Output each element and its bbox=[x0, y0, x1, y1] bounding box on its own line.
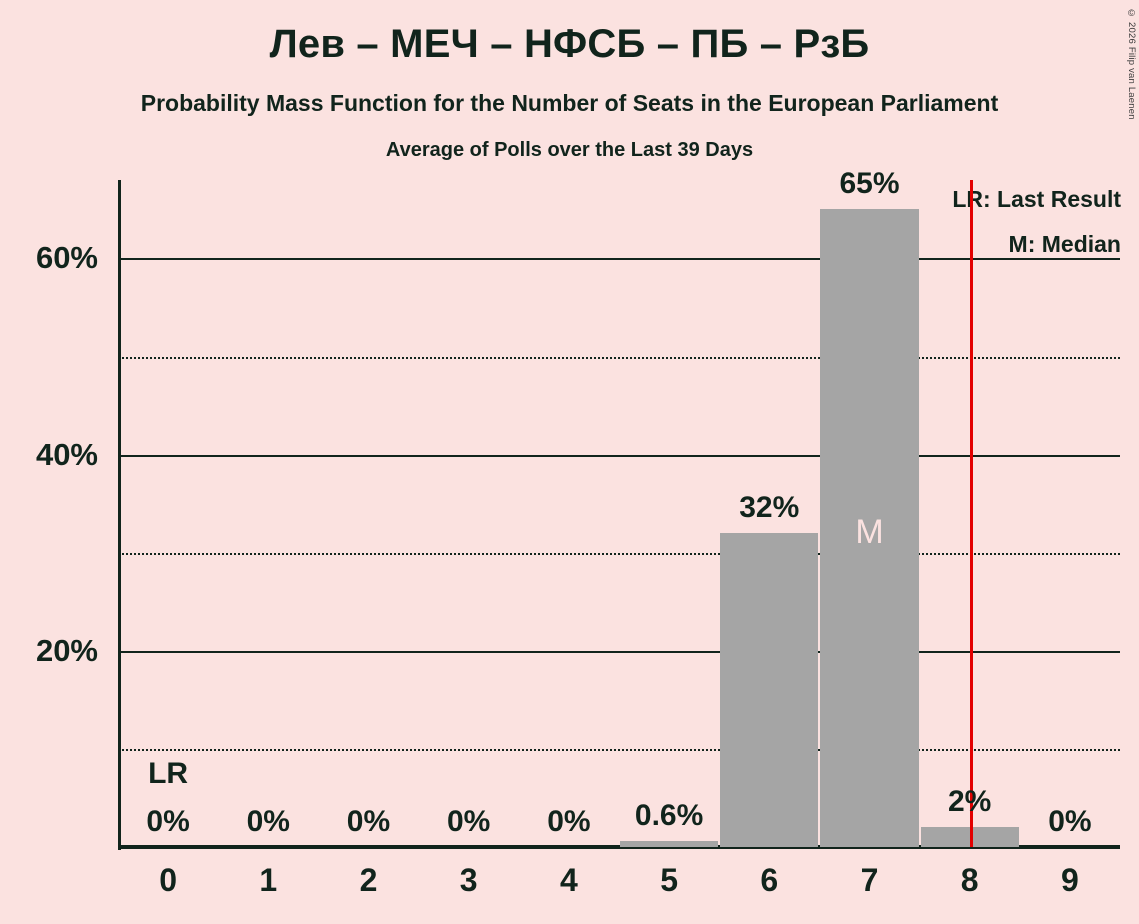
plot-area: M bbox=[118, 180, 1120, 847]
bar-value-label: 0% bbox=[346, 805, 391, 838]
bar-value-label: 0% bbox=[246, 805, 290, 838]
x-axis-tick-label: 5 bbox=[660, 862, 678, 898]
x-axis-tick-label: 6 bbox=[760, 862, 779, 898]
gridline-minor bbox=[118, 748, 1120, 751]
gridline-minor bbox=[118, 552, 1120, 555]
bar-value-label: 65% bbox=[839, 167, 900, 201]
x-axis-tick-label: 0 bbox=[159, 862, 177, 898]
x-axis-tick-label: 4 bbox=[559, 862, 578, 898]
bar bbox=[720, 533, 819, 847]
x-axis-tick-label: 2 bbox=[359, 862, 378, 898]
gridline-minor bbox=[118, 356, 1120, 359]
bar: M bbox=[820, 209, 919, 847]
last-result-marker: LR bbox=[148, 757, 189, 790]
y-axis-line bbox=[118, 180, 121, 850]
x-axis-tick-label: 8 bbox=[960, 862, 979, 898]
bar bbox=[620, 841, 719, 847]
x-axis-tick-label: 1 bbox=[259, 862, 278, 898]
bar-value-label: 0% bbox=[1048, 805, 1092, 838]
gridline-major bbox=[118, 258, 1120, 261]
x-axis-tick-label: 9 bbox=[1060, 862, 1079, 898]
y-axis-tick-label: 40% bbox=[35, 436, 98, 472]
copyright-notice: © 2026 Filip van Laenen bbox=[1126, 8, 1137, 120]
last-result-line bbox=[969, 180, 973, 847]
bar-value-label: 2% bbox=[948, 785, 992, 819]
bar-value-label: 0.6% bbox=[634, 799, 704, 833]
gridline-major bbox=[118, 454, 1120, 457]
y-axis-tick-label: 60% bbox=[35, 240, 98, 276]
median-marker: M bbox=[855, 513, 884, 552]
legend-last-result: LR: Last Result bbox=[952, 186, 1121, 212]
bar-value-label: 0% bbox=[447, 805, 491, 838]
x-axis-tick-label: 3 bbox=[459, 862, 478, 898]
chart-subtitle-primary: Probability Mass Function for the Number… bbox=[140, 90, 999, 116]
bar-value-label: 32% bbox=[739, 491, 800, 525]
x-axis-tick-label: 7 bbox=[860, 862, 879, 898]
chart-title: Лев – МЕЧ – НФСБ – ПБ – РзБ bbox=[269, 22, 870, 66]
y-axis-tick-label: 20% bbox=[35, 632, 98, 668]
legend-median: M: Median bbox=[1008, 231, 1121, 257]
gridline-major bbox=[118, 650, 1120, 653]
bar-value-label: 0% bbox=[547, 805, 591, 838]
bar-value-label: 0% bbox=[146, 805, 190, 838]
chart-subtitle-secondary: Average of Polls over the Last 39 Days bbox=[385, 139, 754, 161]
x-axis-line bbox=[118, 845, 1120, 849]
